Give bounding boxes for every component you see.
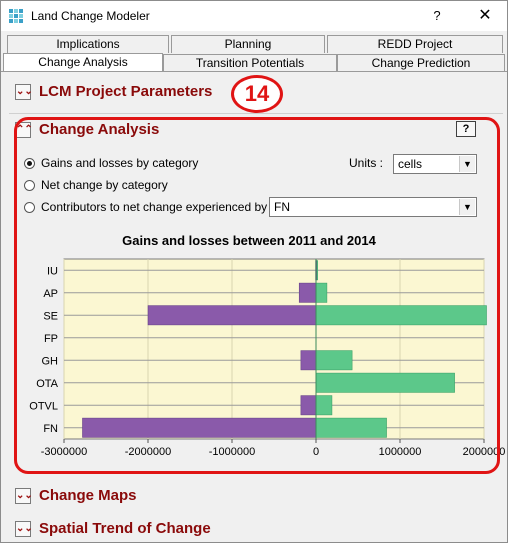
select-value: FN <box>274 200 290 214</box>
section-project-parameters[interactable]: ⌄⌄ LCM Project Parameters <box>9 79 499 107</box>
tab-divider <box>1 71 507 72</box>
window-title: Land Change Modeler <box>31 9 150 23</box>
chevron-down-icon[interactable]: ⌄⌄ <box>15 521 33 537</box>
tab-label: Transition Potentials <box>195 56 305 70</box>
tab-label: Change Analysis <box>38 55 128 69</box>
units-label: Units : <box>349 156 384 170</box>
annotation-badge: 14 <box>231 75 283 113</box>
radio-button[interactable] <box>24 158 35 169</box>
section-title: Change Analysis <box>39 121 160 138</box>
section-title: Spatial Trend of Change <box>39 520 211 537</box>
section-change-maps[interactable]: ⌄⌄ Change Maps <box>9 483 499 511</box>
chevron-down-icon[interactable]: ⌄⌄ <box>15 488 33 504</box>
option-label: Gains and losses by category <box>41 156 199 170</box>
option-label: Net change by category <box>41 178 168 192</box>
section-title: LCM Project Parameters <box>39 83 213 100</box>
tab-label: Change Prediction <box>371 56 471 70</box>
tab-label: Implications <box>56 37 120 51</box>
radio-button[interactable] <box>24 180 35 191</box>
units-select[interactable]: cells ▼ <box>393 154 477 174</box>
title-bar: Land Change Modeler ? ✕ <box>1 1 507 31</box>
tab-change-analysis[interactable]: Change Analysis <box>3 53 163 71</box>
chevron-down-icon[interactable]: ▼ <box>459 199 475 215</box>
select-value: cells <box>398 157 423 171</box>
chart-title: Gains and losses between 2011 and 2014 <box>122 233 376 248</box>
tab-change-prediction[interactable]: Change Prediction <box>337 54 505 72</box>
help-icon[interactable]: ? <box>433 8 441 23</box>
section-spatial-trend[interactable]: ⌄⌄ Spatial Trend of Change <box>9 516 499 544</box>
tab-planning[interactable]: Planning <box>171 35 325 53</box>
help-button[interactable]: ? <box>456 121 476 137</box>
option-net-change[interactable]: Net change by category <box>24 178 324 194</box>
option-gains-losses[interactable]: Gains and losses by category <box>24 156 324 172</box>
tab-redd-project[interactable]: REDD Project <box>327 35 503 53</box>
option-contributors[interactable]: Contributors to net change experienced b… <box>24 200 284 216</box>
chevron-down-icon[interactable]: ⌄⌄ <box>15 84 33 100</box>
close-icon[interactable]: ✕ <box>478 7 492 24</box>
tab-implications[interactable]: Implications <box>7 35 169 53</box>
annotation-outline <box>14 117 500 474</box>
section-title: Change Maps <box>39 487 137 504</box>
chevron-down-icon[interactable]: ▼ <box>459 156 475 172</box>
option-label: Contributors to net change experienced b… <box>41 200 274 214</box>
tab-transition-potentials[interactable]: Transition Potentials <box>163 54 337 72</box>
tab-label: REDD Project <box>377 37 453 51</box>
app-grid-icon <box>9 9 23 23</box>
tab-label: Planning <box>224 37 272 51</box>
contributor-select[interactable]: FN ▼ <box>269 197 477 217</box>
radio-button[interactable] <box>24 202 35 213</box>
